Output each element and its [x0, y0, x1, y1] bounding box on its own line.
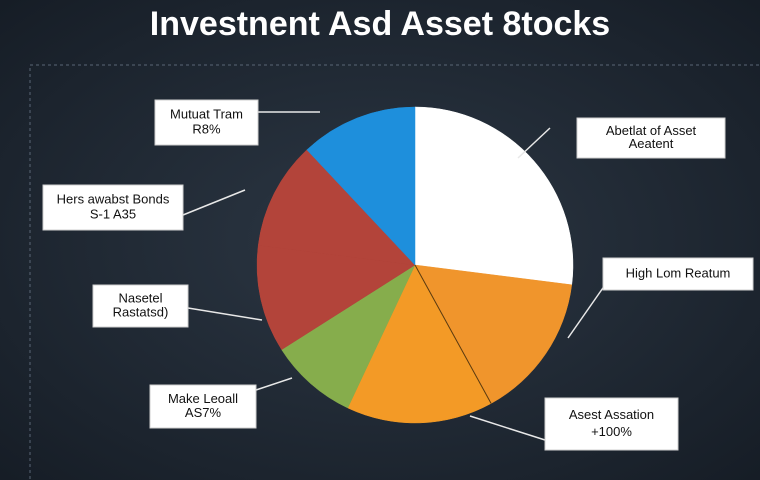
leader-line	[255, 377, 293, 391]
chart-title: Investnent Asd Asset 8tocks	[150, 5, 610, 43]
callout-box	[92, 284, 189, 328]
slice-divider	[414, 264, 492, 404]
pie-slice	[257, 149, 416, 266]
callout-label: AS7%	[185, 405, 222, 420]
pie-slice	[414, 264, 573, 404]
leader-line	[187, 307, 263, 321]
pie-slice	[347, 264, 492, 424]
leader-line	[567, 284, 606, 339]
frame	[29, 64, 760, 480]
callout-label: Aeatent	[629, 136, 674, 151]
leader-line	[517, 127, 551, 159]
pie-slice	[306, 106, 416, 266]
callout-label: R8%	[192, 121, 221, 136]
callout-box	[154, 99, 259, 146]
leader-line	[182, 189, 246, 216]
callout-label: Nasetel	[118, 290, 162, 305]
callout-box	[149, 384, 257, 429]
callout-label: Hers awabst Bonds	[57, 191, 170, 206]
callout-label: S-1 A35	[90, 206, 136, 221]
callout-label: Abetlat of Asset	[606, 123, 697, 138]
pie-slice	[256, 244, 416, 351]
callout-label: High Lom Reatum	[626, 265, 731, 280]
callout-label: Asest Assation	[569, 407, 654, 422]
pie-slice	[281, 264, 416, 409]
callout-box	[42, 184, 184, 231]
callout-label: +100%	[591, 424, 632, 439]
callout-label: Rastatsd)	[113, 304, 169, 319]
pie-slice	[414, 106, 574, 286]
callout-box	[544, 397, 679, 451]
callout-box	[602, 257, 754, 291]
leader-line	[469, 415, 546, 441]
callout-label: Mutuat Tram	[170, 106, 243, 121]
pie	[256, 106, 574, 424]
callout-label: Make Leoall	[168, 391, 238, 406]
callout-box	[576, 117, 726, 159]
